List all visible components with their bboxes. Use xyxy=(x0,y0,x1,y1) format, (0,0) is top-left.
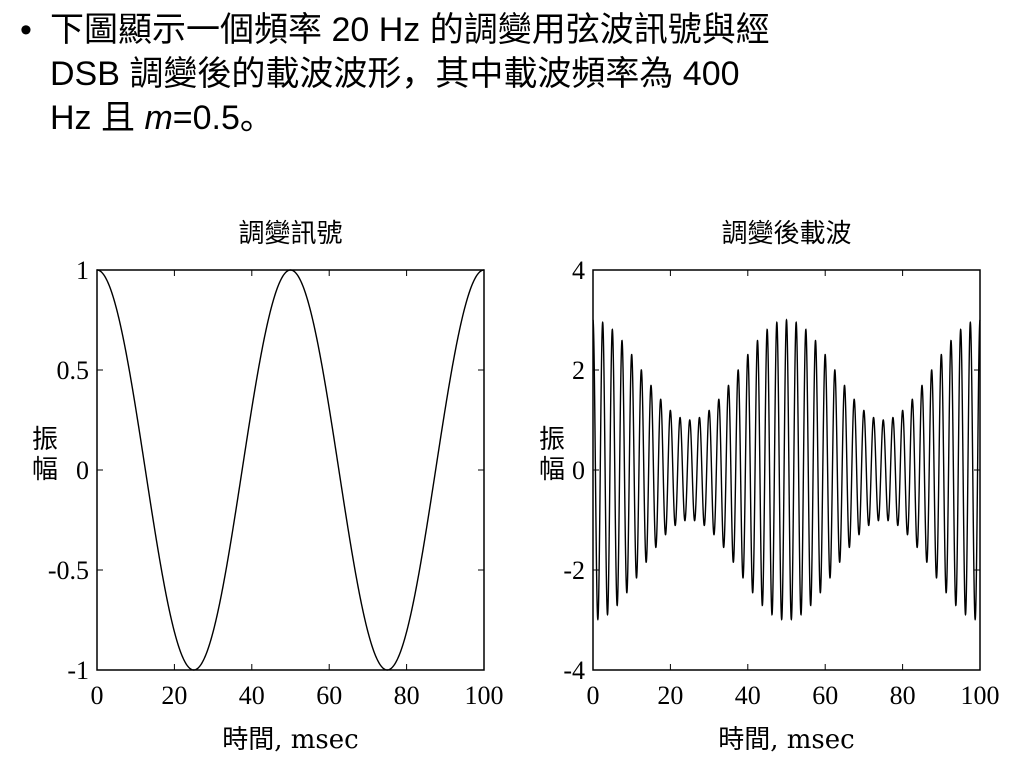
x-tick-label: 60 xyxy=(812,681,838,710)
x-axis-label: 時間, msec xyxy=(222,725,358,755)
y-tick-label: 0 xyxy=(572,456,585,485)
y-tick-label: -4 xyxy=(563,656,585,685)
x-tick-label: 20 xyxy=(161,681,187,710)
slide-text-line-3-a: Hz 且 xyxy=(50,99,145,137)
slide-text-line-1: 下圖顯示一個頻率 20 Hz 的調變用弦波訊號與經 xyxy=(50,11,770,49)
slide-text-line-3: Hz 且 m=0.5。 xyxy=(50,96,274,140)
y-tick-label: 1 xyxy=(76,256,89,285)
chart-1: 調變訊號 0 20 40 60 80 100 1 0.5 0 -0.5 -1 時間, msec 振幅 xyxy=(32,219,504,755)
x-axis-label: 時間, msec xyxy=(718,725,854,755)
y-axis-label: 振幅 xyxy=(32,425,58,485)
y-tick-label: -1 xyxy=(67,656,89,685)
chart-title: 調變訊號 xyxy=(238,219,342,249)
y-tick-label: -0.5 xyxy=(48,556,89,585)
x-tick-label: 80 xyxy=(890,681,916,710)
x-tick-label: 100 xyxy=(961,681,1000,710)
modulation-index-symbol: m xyxy=(144,99,173,137)
y-tick-label: 4 xyxy=(572,256,585,285)
y-tick-label: -2 xyxy=(563,556,585,585)
x-tick-label: 60 xyxy=(316,681,342,710)
slide-text-line-2: DSB 調變後的載波波形，其中載波頻率為 400 xyxy=(50,55,740,93)
y-tick-label: 0 xyxy=(76,456,89,485)
x-tick-label: 80 xyxy=(394,681,420,710)
x-tick-label: 100 xyxy=(465,681,504,710)
y-axis-label: 振幅 xyxy=(539,425,565,485)
x-tick-label: 40 xyxy=(735,681,761,710)
chart-title: 調變後載波 xyxy=(721,219,851,249)
x-tick-label: 20 xyxy=(657,681,683,710)
series-line-1 xyxy=(96,269,485,671)
plot-frame xyxy=(96,269,485,671)
bullet: • xyxy=(20,11,32,49)
x-tick-label: 0 xyxy=(587,681,600,710)
x-tick-label: 0 xyxy=(91,681,104,710)
y-tick-label: 0.5 xyxy=(57,356,90,385)
series-line-1 xyxy=(592,318,981,621)
y-tick-label: 2 xyxy=(572,356,585,385)
slide-text-line-3-b: =0.5。 xyxy=(172,99,274,137)
x-tick-label: 40 xyxy=(239,681,265,710)
